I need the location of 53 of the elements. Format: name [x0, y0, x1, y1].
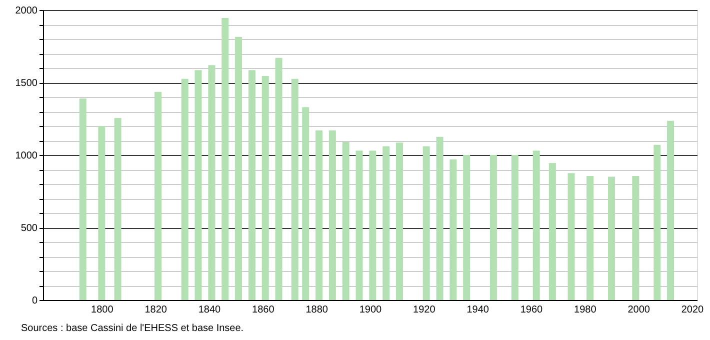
bar — [511, 155, 518, 300]
x-tick-label: 1940 — [466, 304, 490, 316]
bar — [396, 142, 404, 300]
bar — [422, 146, 430, 300]
x-tick-label: 1800 — [91, 304, 114, 316]
x-tick-label: 1860 — [252, 304, 275, 316]
bar — [356, 150, 363, 300]
x-tick-label: 1980 — [574, 304, 597, 316]
x-tick-label: 1900 — [359, 304, 382, 316]
y-tick-label: 1000 — [15, 150, 38, 162]
x-tick-label: 1880 — [306, 304, 328, 316]
bar — [450, 159, 457, 300]
x-tick-label: 1960 — [520, 304, 544, 316]
x-tick-label: 1840 — [198, 304, 222, 316]
x-tick-label: 2020 — [681, 304, 704, 316]
x-tick-label: 1920 — [413, 304, 436, 316]
bar — [222, 18, 229, 300]
bar — [316, 130, 323, 300]
bar — [608, 176, 615, 300]
source-note: Sources : base Cassini de l'EHESS et base Insee. — [21, 323, 244, 334]
x-tick-label: 1820 — [144, 304, 168, 316]
bar — [291, 78, 298, 300]
bar — [235, 36, 242, 300]
bar — [548, 162, 556, 300]
y-tick-label: 0 — [32, 296, 38, 306]
bar — [328, 130, 336, 300]
bar — [490, 155, 497, 300]
y-tick-label: 1500 — [15, 78, 38, 89]
y-tick-label: 500 — [20, 223, 38, 234]
bar — [79, 98, 86, 300]
bar — [208, 65, 216, 300]
x-tick-label: 2000 — [628, 304, 650, 316]
bar — [98, 126, 106, 300]
bar — [114, 118, 122, 300]
bar — [181, 78, 188, 300]
bar — [302, 107, 310, 300]
bar — [154, 92, 162, 300]
bar — [436, 136, 444, 300]
bar — [262, 76, 269, 300]
bar — [568, 173, 575, 300]
bar — [654, 144, 661, 300]
bar — [632, 176, 640, 300]
bar — [342, 142, 350, 300]
bar — [369, 150, 376, 300]
bar — [532, 150, 540, 300]
bar — [194, 70, 202, 300]
y-tick-label: 2000 — [15, 6, 38, 16]
bar — [586, 176, 594, 300]
bar — [275, 58, 282, 300]
bar — [463, 155, 470, 300]
bar — [248, 70, 256, 300]
bar — [667, 120, 674, 300]
bar — [382, 146, 390, 300]
